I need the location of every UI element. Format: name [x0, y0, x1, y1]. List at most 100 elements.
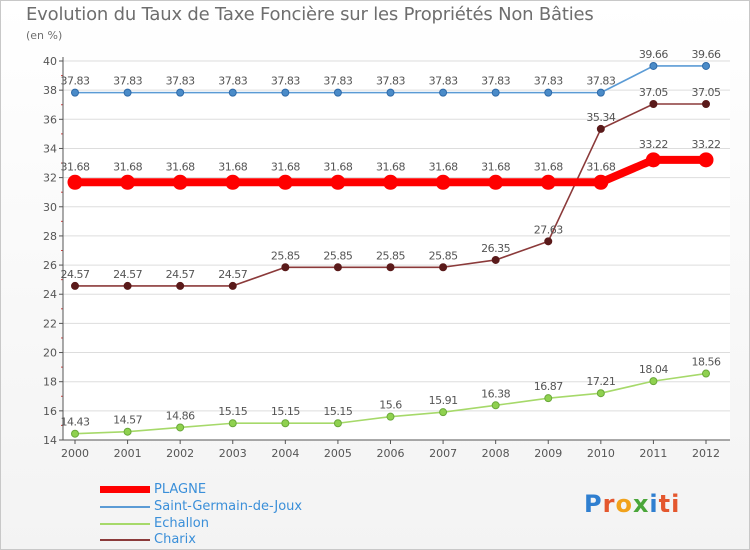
x-tick-label-2002: 2002: [166, 447, 194, 460]
x-tick-label-2007: 2007: [429, 447, 457, 460]
legend-label-echallon: Echallon: [154, 516, 209, 531]
chart-title: Evolution du Taux de Taxe Foncière sur l…: [26, 4, 594, 25]
data-label-saint-germain-de-joux-2004: 37.83: [271, 75, 300, 88]
data-point-saint-germain-de-joux-2005: [333, 88, 342, 97]
x-tick-label-2003: 2003: [219, 447, 247, 460]
x-tick-label-2012: 2012: [692, 447, 720, 460]
data-point-plagne-2005: [330, 174, 346, 190]
x-tick-label-2001: 2001: [114, 447, 142, 460]
data-label-echallon-2006: 15.6: [379, 399, 402, 412]
legend-swatch-echallon: [100, 523, 150, 525]
data-point-charix-2007: [439, 263, 448, 272]
plot-area: [63, 61, 730, 440]
data-point-echallon-2006: [386, 412, 395, 421]
legend-swatch-charix: [100, 539, 150, 541]
y-tick-label-16: 16: [43, 405, 57, 418]
data-point-echallon-2005: [333, 419, 342, 428]
data-label-plagne-2006: 31.68: [376, 160, 405, 173]
data-label-echallon-2011: 18.04: [639, 363, 668, 376]
data-point-echallon-2004: [281, 419, 290, 428]
data-label-saint-germain-de-joux-2012: 39.66: [692, 48, 721, 61]
data-label-saint-germain-de-joux-2002: 37.83: [166, 75, 195, 88]
data-point-echallon-2010: [596, 389, 605, 398]
data-label-saint-germain-de-joux-2003: 37.83: [218, 75, 247, 88]
data-label-plagne-2007: 31.68: [429, 160, 458, 173]
data-point-echallon-2009: [544, 394, 553, 403]
data-point-charix-2012: [702, 100, 710, 109]
legend-item-charix: Charix: [100, 532, 400, 548]
data-label-echallon-2002: 14.86: [166, 409, 195, 422]
data-point-plagne-2000: [67, 174, 83, 190]
y-tick-label-24: 24: [43, 288, 57, 301]
data-point-echallon-2003: [228, 419, 237, 428]
legend-item-plagne: PLAGNE: [100, 482, 400, 498]
data-label-charix-2009: 27.63: [534, 223, 563, 236]
data-point-saint-germain-de-joux-2009: [544, 88, 553, 97]
legend-swatch-saint-germain: [100, 506, 150, 508]
data-label-echallon-2001: 14.57: [113, 414, 142, 427]
legend-label-saint-germain: Saint-Germain-de-Joux: [154, 499, 303, 514]
legend-item-saint-germain: Saint-Germain-de-Joux: [100, 499, 400, 515]
data-point-plagne-2010: [593, 174, 609, 190]
y-tick-label-18: 18: [43, 376, 57, 389]
data-label-plagne-2000: 31.68: [61, 160, 90, 173]
data-label-charix-2012: 37.05: [692, 86, 721, 99]
data-point-saint-germain-de-joux-2010: [596, 88, 605, 97]
data-label-echallon-2012: 18.56: [692, 356, 721, 369]
data-point-charix-2009: [544, 237, 553, 246]
data-label-plagne-2003: 31.68: [218, 160, 247, 173]
data-point-saint-germain-de-joux-2002: [176, 88, 185, 97]
data-label-echallon-2009: 16.87: [534, 380, 563, 393]
data-label-plagne-2012: 33.22: [692, 138, 721, 151]
data-label-plagne-2009: 31.68: [534, 160, 563, 173]
y-tick-label-32: 32: [43, 172, 57, 185]
data-point-plagne-2012: [698, 152, 714, 168]
data-label-echallon-2005: 15.15: [323, 405, 352, 418]
x-tick-label-2004: 2004: [271, 447, 299, 460]
data-point-saint-germain-de-joux-2001: [123, 88, 132, 97]
data-point-echallon-2002: [176, 423, 185, 432]
data-label-saint-germain-de-joux-2005: 37.83: [323, 75, 352, 88]
data-label-echallon-2007: 15.91: [429, 394, 458, 407]
data-point-plagne-2001: [120, 174, 136, 190]
y-tick-label-22: 22: [43, 317, 57, 330]
data-label-charix-2006: 25.85: [376, 249, 405, 262]
data-label-saint-germain-de-joux-2010: 37.83: [586, 75, 615, 88]
x-tick-label-2000: 2000: [61, 447, 89, 460]
data-point-plagne-2006: [383, 174, 398, 190]
data-point-saint-germain-de-joux-2004: [281, 88, 290, 97]
y-tick-label-38: 38: [43, 84, 57, 97]
data-point-charix-2005: [333, 263, 342, 272]
data-label-charix-2003: 24.57: [218, 268, 247, 281]
data-label-charix-2000: 24.57: [61, 268, 90, 281]
data-point-charix-2010: [596, 124, 605, 133]
x-tick-label-2011: 2011: [639, 447, 667, 460]
data-label-plagne-2002: 31.68: [166, 160, 195, 173]
data-label-charix-2001: 24.57: [113, 268, 142, 281]
y-tick-label-34: 34: [43, 142, 57, 155]
y-axis-unit: (en %): [26, 29, 63, 42]
data-point-echallon-2008: [491, 401, 500, 410]
data-label-echallon-2003: 15.15: [218, 405, 247, 418]
data-point-plagne-2007: [435, 174, 451, 190]
data-label-saint-germain-de-joux-2006: 37.83: [376, 75, 405, 88]
y-tick-label-30: 30: [43, 201, 57, 214]
y-tick-label-20: 20: [43, 347, 57, 360]
data-point-plagne-2009: [540, 174, 556, 190]
data-label-charix-2010: 35.34: [586, 111, 615, 124]
x-tick-label-2005: 2005: [324, 447, 352, 460]
data-point-charix-2001: [123, 281, 132, 290]
data-point-charix-2003: [228, 281, 237, 290]
data-label-charix-2007: 25.85: [429, 249, 458, 262]
data-label-plagne-2010: 31.68: [586, 160, 615, 173]
data-point-charix-2011: [649, 100, 658, 109]
data-point-plagne-2008: [488, 174, 504, 190]
y-tick-label-28: 28: [43, 230, 57, 243]
data-label-echallon-2010: 17.21: [586, 375, 615, 388]
data-label-saint-germain-de-joux-2009: 37.83: [534, 75, 563, 88]
x-tick-label-2010: 2010: [587, 447, 615, 460]
data-point-plagne-2004: [277, 174, 293, 190]
data-point-saint-germain-de-joux-2008: [491, 88, 500, 97]
data-point-plagne-2002: [172, 174, 188, 190]
x-tick-label-2006: 2006: [377, 447, 405, 460]
